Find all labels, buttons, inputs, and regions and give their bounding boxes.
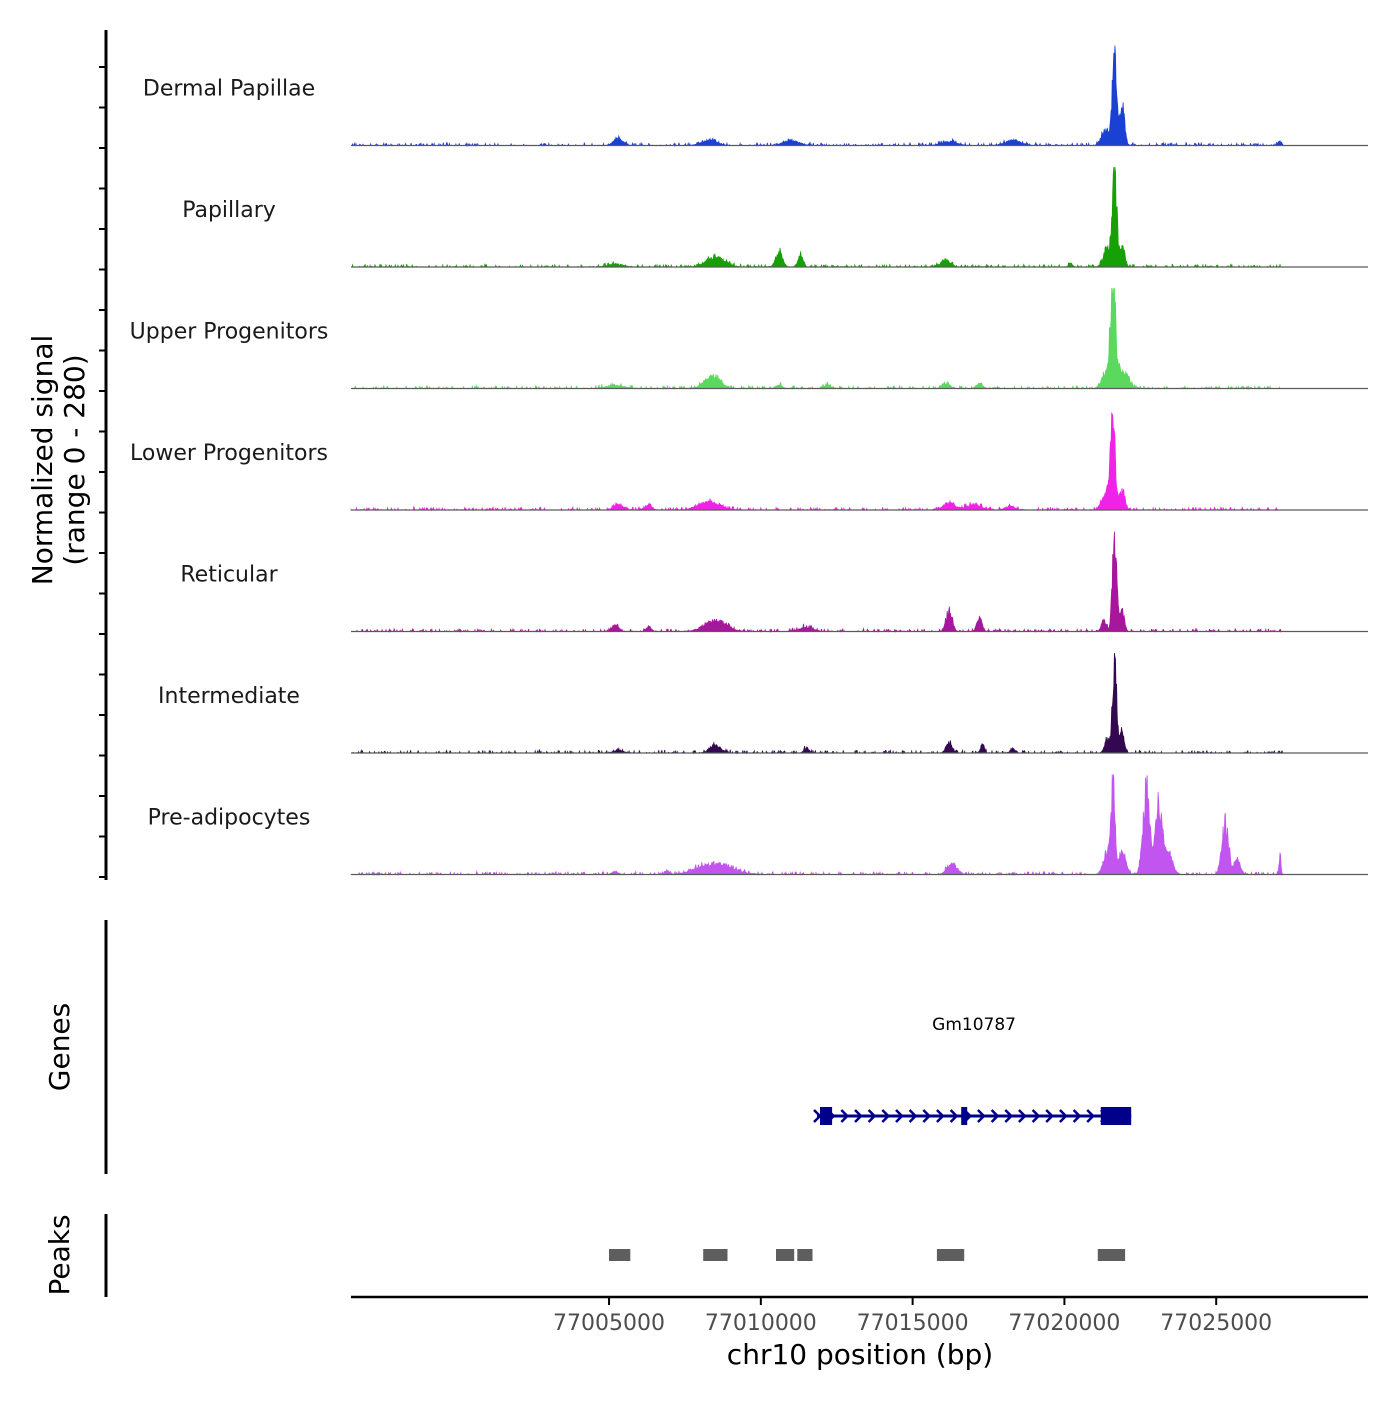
strand-arrow-icon — [1086, 1109, 1095, 1123]
strand-arrow-icon — [895, 1109, 904, 1123]
strand-arrow-icon — [949, 1109, 959, 1123]
strand-arrow-icon — [1059, 1109, 1068, 1123]
x-tick-label: 77025000 — [1160, 1311, 1272, 1336]
x-axis-title: chr10 position (bp) — [727, 1338, 993, 1371]
gene-name-label: Gm10787 — [932, 1015, 1016, 1035]
strand-arrow-icon — [1031, 1109, 1041, 1123]
strand-arrow-icon — [1018, 1109, 1027, 1123]
genes-track: Gm10787 — [813, 1015, 1132, 1125]
strand-arrow-icon — [840, 1109, 850, 1123]
track-lower-progenitors: Lower Progenitors — [130, 412, 1368, 512]
coverage-y-axis — [99, 30, 108, 880]
track-label: Pre-adipocytes — [148, 806, 311, 831]
peak-region — [936, 1249, 965, 1261]
track-label: Reticular — [180, 563, 278, 588]
x-tick-label: 77005000 — [553, 1311, 665, 1336]
y-axis-title-line2: (range 0 - 280) — [58, 354, 91, 565]
peak-region — [797, 1249, 813, 1261]
strand-arrow-icon — [1045, 1109, 1054, 1123]
peak-region — [703, 1249, 728, 1261]
x-tick-label: 77015000 — [857, 1311, 969, 1336]
track-papillary: Papillary — [182, 166, 1368, 269]
signal-area — [351, 288, 1283, 391]
genes-panel-label: Genes — [43, 1003, 76, 1091]
strand-arrow-icon — [881, 1109, 891, 1123]
peaks-panel-label: Peaks — [43, 1214, 76, 1295]
signal-area — [351, 166, 1283, 269]
strand-arrow-icon — [1004, 1109, 1014, 1123]
track-label: Papillary — [182, 198, 276, 223]
signal-area — [351, 45, 1284, 148]
track-pre-adipocytes: Pre-adipocytes — [148, 774, 1368, 877]
strand-arrow-icon — [867, 1109, 877, 1123]
signal-area — [350, 774, 1285, 877]
track-reticular: Reticular — [180, 531, 1368, 634]
gene-exon — [820, 1107, 833, 1125]
gene-exon — [1100, 1107, 1132, 1125]
signal-area — [351, 652, 1284, 755]
y-axis-title-line1: Normalized signal — [26, 335, 59, 586]
strand-arrow-icon — [908, 1109, 918, 1123]
strand-arrow-icon — [1072, 1109, 1082, 1123]
x-axis-ticks: 77005000 77010000 77015000 77020000 77025000 — [553, 1297, 1272, 1336]
track-dermal-papillae: Dermal Papillae — [143, 45, 1368, 148]
track-intermediate: Intermediate — [158, 652, 1368, 755]
peak-region — [776, 1249, 795, 1261]
strand-arrow-icon — [922, 1109, 932, 1123]
gene-gm10787: Gm10787 — [813, 1015, 1132, 1125]
strand-arrow-icon — [936, 1109, 945, 1123]
track-label: Upper Progenitors — [130, 320, 329, 345]
x-tick-label: 77010000 — [705, 1311, 817, 1336]
strand-arrow-icon — [854, 1109, 863, 1123]
peaks-track — [609, 1249, 1126, 1261]
peak-region — [609, 1249, 631, 1261]
gene-exon — [961, 1107, 968, 1125]
track-label: Dermal Papillae — [143, 77, 315, 102]
signal-area — [350, 412, 1283, 512]
track-label: Lower Progenitors — [130, 441, 328, 466]
x-tick-label: 77020000 — [1008, 1311, 1120, 1336]
signal-area — [351, 531, 1283, 634]
strand-arrow-icon — [977, 1109, 986, 1123]
strand-arrow-icon — [990, 1109, 1000, 1123]
track-upper-progenitors: Upper Progenitors — [130, 288, 1368, 391]
track-label: Intermediate — [158, 684, 300, 709]
peak-region — [1097, 1249, 1126, 1261]
coverage-tracks: Dermal Papillae Papillary Upper Progenitor… — [130, 45, 1368, 877]
